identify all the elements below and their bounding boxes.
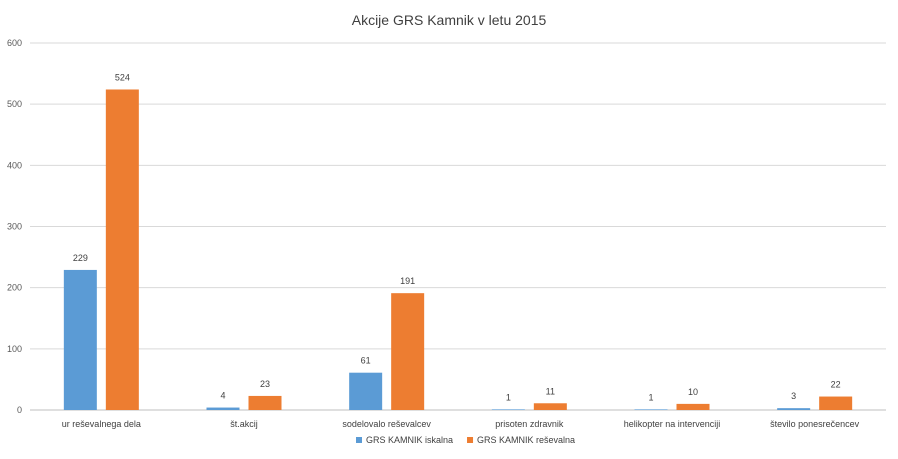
x-tick-label: število ponesrečencev <box>770 419 860 429</box>
x-tick-label: št.akcij <box>230 419 258 429</box>
bar <box>206 407 240 410</box>
y-tick-label: 600 <box>7 38 22 48</box>
bar <box>349 372 383 410</box>
bar <box>491 409 525 410</box>
data-label: 524 <box>115 72 130 82</box>
bar <box>391 293 425 410</box>
data-label: 229 <box>73 253 88 263</box>
y-axis-ticks: 0 100 200 300 400 500 600 <box>7 38 22 415</box>
data-label: 23 <box>260 379 270 389</box>
data-label: 3 <box>791 391 796 401</box>
x-tick-label: sodelovalo reševalcev <box>342 419 431 429</box>
data-label: 191 <box>400 276 415 286</box>
y-tick-label: 100 <box>7 344 22 354</box>
bar <box>533 403 567 410</box>
bars <box>63 89 853 410</box>
legend-swatch <box>467 437 474 443</box>
bar <box>819 396 853 410</box>
bar <box>248 395 282 410</box>
bar <box>676 403 710 410</box>
x-tick-label: ur reševalnega dela <box>62 419 141 429</box>
data-label: 11 <box>546 386 555 396</box>
y-tick-label: 200 <box>7 283 22 293</box>
bar <box>777 408 811 410</box>
legend-label: GRS KAMNIK iskalna <box>366 435 453 445</box>
chart-title: Akcije GRS Kamnik v letu 2015 <box>351 12 547 28</box>
y-tick-label: 400 <box>7 160 22 170</box>
y-tick-label: 300 <box>7 222 22 232</box>
data-label: 22 <box>831 380 841 390</box>
x-tick-label: helikopter na intervenciji <box>624 419 721 429</box>
y-tick-label: 500 <box>7 99 22 109</box>
bar <box>105 89 139 410</box>
x-axis-ticks: ur reševalnega dela št.akcij sodelovalo re… <box>62 419 860 429</box>
data-label: 4 <box>220 391 225 401</box>
legend-swatch <box>356 437 362 443</box>
bar <box>634 409 668 410</box>
data-label: 61 <box>361 356 371 366</box>
data-label: 10 <box>688 387 698 397</box>
bar <box>63 269 97 410</box>
data-label: 1 <box>648 392 653 402</box>
data-label: 1 <box>506 392 511 402</box>
x-tick-label: prisoten zdravnik <box>495 419 564 429</box>
gridlines <box>30 42 886 411</box>
legend: GRS KAMNIK iskalna GRS KAMNIK reševalna <box>356 435 575 445</box>
legend-label: GRS KAMNIK reševalna <box>477 435 575 445</box>
y-tick-label: 0 <box>17 405 22 415</box>
